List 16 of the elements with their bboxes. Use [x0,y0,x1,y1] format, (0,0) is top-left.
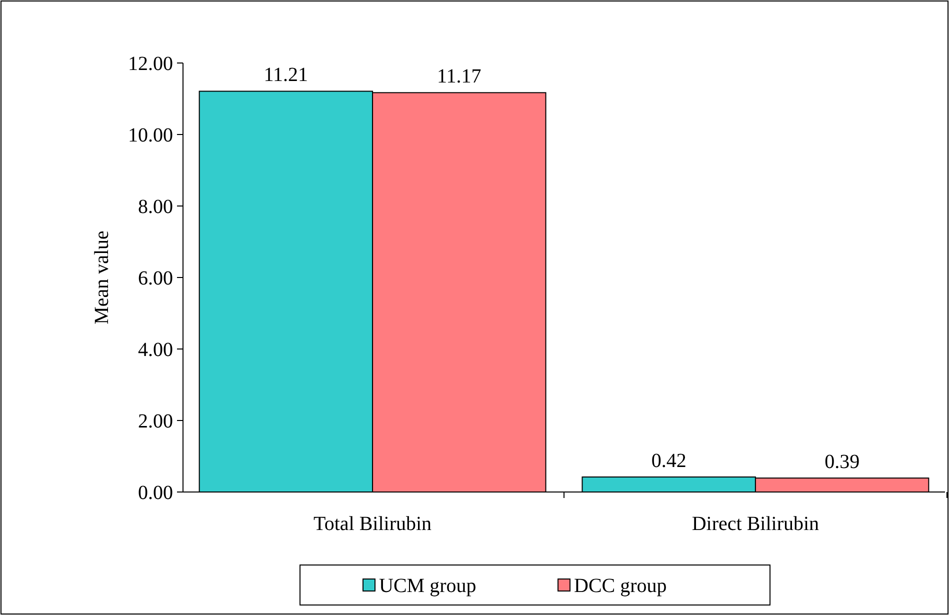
y-tick-label: 2.00 [138,410,173,432]
y-tick-label: 0.00 [138,482,173,504]
legend-label: DCC group [574,575,667,597]
x-tick-label: Total Bilirubin [314,513,432,535]
y-tick-label: 6.00 [138,268,173,290]
y-axis-title: Mean value [91,230,113,324]
y-tick-label: 10.00 [128,124,173,146]
data-label: 11.17 [437,66,482,88]
legend-label: UCM group [379,575,476,597]
data-label: 11.21 [264,64,308,86]
y-tick-label: 8.00 [138,196,173,218]
y-tick-label: 4.00 [138,339,173,361]
x-tick-label: Direct Bilirubin [692,513,820,535]
data-label: 0.39 [824,451,860,474]
data-label: 0.42 [651,450,686,472]
y-tick-label: 12.00 [128,53,173,75]
